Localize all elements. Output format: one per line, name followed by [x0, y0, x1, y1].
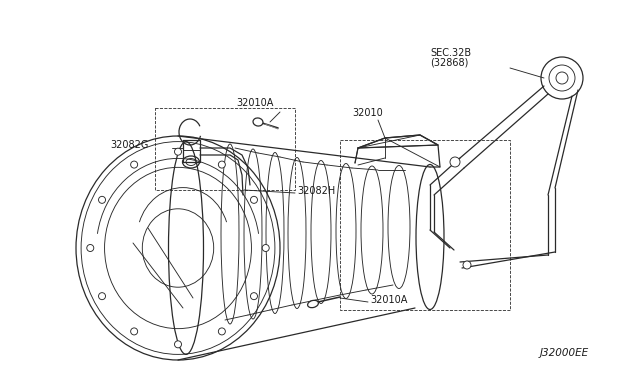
Circle shape [250, 293, 257, 300]
Circle shape [250, 196, 257, 203]
Circle shape [99, 293, 106, 300]
Circle shape [262, 244, 269, 251]
Text: J32000EE: J32000EE [540, 348, 589, 358]
Text: (32868): (32868) [430, 57, 468, 67]
Ellipse shape [450, 157, 460, 167]
Text: 32082H: 32082H [297, 186, 335, 196]
Circle shape [131, 161, 138, 168]
Ellipse shape [463, 261, 471, 269]
Ellipse shape [253, 118, 263, 126]
Text: 32082G: 32082G [110, 140, 148, 150]
Text: 32010A: 32010A [236, 98, 273, 108]
Text: SEC.32B: SEC.32B [430, 48, 471, 58]
Ellipse shape [308, 300, 318, 308]
Circle shape [175, 148, 182, 155]
Circle shape [131, 328, 138, 335]
Text: 32010A: 32010A [370, 295, 408, 305]
Text: 32010: 32010 [352, 108, 383, 118]
Circle shape [218, 161, 225, 168]
Circle shape [218, 328, 225, 335]
Circle shape [175, 341, 182, 348]
Circle shape [87, 244, 94, 251]
Circle shape [99, 196, 106, 203]
